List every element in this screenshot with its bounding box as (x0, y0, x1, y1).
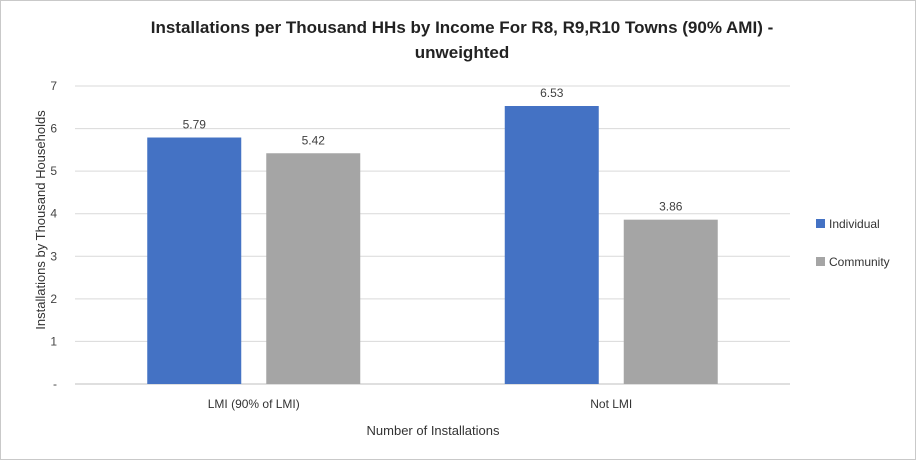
chart-title-line-1: Installations per Thousand HHs by Income… (151, 18, 773, 37)
x-axis-title: Number of Installations (367, 423, 500, 438)
x-axis-categories: LMI (90% of LMI) Not LMI (208, 397, 633, 411)
chart-title-line-2: unweighted (415, 43, 509, 62)
bar-individual-lmi (147, 137, 242, 384)
y-axis-ticks: - 1 2 3 4 5 6 7 (50, 79, 57, 391)
y-tick-label: 2 (50, 292, 57, 306)
y-tick-label: 1 (50, 334, 57, 348)
data-label: 5.42 (302, 133, 326, 147)
y-tick-label: 7 (50, 79, 57, 93)
legend-swatch-individual (816, 219, 825, 228)
bar-individual-not-lmi (504, 106, 599, 384)
x-category-label: LMI (90% of LMI) (208, 397, 300, 411)
y-axis-title: Installations by Thousand Households (33, 110, 48, 330)
legend-swatch-community (816, 257, 825, 266)
data-label: 5.79 (183, 118, 207, 132)
data-label: 3.86 (659, 200, 683, 214)
bar-community-lmi (266, 153, 361, 384)
data-label: 6.53 (540, 86, 564, 100)
y-tick-label: 4 (50, 207, 57, 221)
bars (147, 106, 718, 384)
bar-community-not-lmi (623, 219, 718, 384)
y-tick-label: 3 (50, 249, 57, 263)
x-category-label: Not LMI (590, 397, 632, 411)
legend-label-community: Community (829, 255, 890, 269)
y-tick-label: 6 (50, 122, 57, 136)
data-labels: 5.79 5.42 6.53 3.86 (183, 86, 683, 214)
y-tick-label: 5 (50, 164, 57, 178)
y-tick-label: - (53, 377, 57, 391)
legend-label-individual: Individual (829, 217, 880, 231)
legend: Individual Community (816, 217, 890, 269)
